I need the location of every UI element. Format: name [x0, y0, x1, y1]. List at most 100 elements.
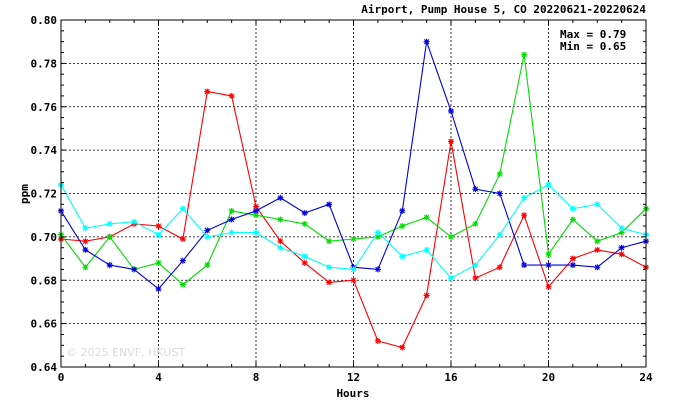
- y-tick-label: 0.70: [31, 231, 58, 244]
- series-4-point: [131, 218, 138, 225]
- series-1-point: [374, 337, 381, 344]
- y-tick-label: 0.72: [31, 188, 58, 201]
- series-2-point: [374, 233, 381, 240]
- y-axis-label: ppm: [18, 184, 31, 204]
- series-3-point: [496, 190, 503, 197]
- series-3-point: [253, 207, 259, 214]
- series-4-point: [301, 253, 308, 260]
- series-2-point: [106, 233, 113, 240]
- series-4-point: [472, 262, 479, 269]
- x-tick-label: 0: [58, 371, 65, 384]
- series-3-point: [179, 257, 186, 264]
- series-1-point: [350, 277, 357, 284]
- series-4-point: [155, 231, 162, 238]
- series-3-point: [204, 227, 211, 234]
- series-1-point: [569, 255, 576, 262]
- series-4-point: [545, 181, 552, 188]
- series-4-point: [423, 246, 430, 253]
- series-2-point: [277, 216, 284, 223]
- series-4-point: [496, 231, 503, 238]
- grid-lines: [61, 20, 646, 367]
- x-tick-label: 24: [639, 371, 653, 384]
- series-3-point: [301, 210, 308, 217]
- x-tick-label: 12: [347, 371, 360, 384]
- series-2-point: [472, 220, 479, 227]
- tick-layer: 0 4 8 12 16 20 24 0.64 0.66 0.68 0.70 0.72 0.74 0.76 0…: [31, 14, 653, 384]
- series-4-point: [106, 220, 113, 227]
- series-3-point: [228, 216, 235, 223]
- series-4-point: [448, 275, 454, 282]
- series-4-point: [350, 266, 357, 273]
- series-4-point: [326, 264, 333, 271]
- series-4-point: [204, 233, 211, 240]
- series-2-point: [301, 220, 308, 227]
- series-2-point: [594, 238, 601, 245]
- series-3-point: [448, 108, 454, 115]
- x-axis-label: Hours: [336, 387, 369, 400]
- series-1-point: [179, 236, 186, 243]
- series-4-point: [618, 225, 625, 232]
- series-1-point: [82, 238, 89, 245]
- series-4-point: [277, 244, 284, 251]
- series-1-point: [228, 92, 235, 99]
- series-1-point: [301, 259, 308, 266]
- series-4-point: [179, 205, 186, 212]
- series-3-point: [131, 266, 138, 273]
- series-1-point: [204, 88, 211, 95]
- series-2-point: [521, 51, 528, 58]
- series-1-point: [594, 246, 601, 253]
- series-4-point: [521, 194, 528, 201]
- x-tick-label: 20: [542, 371, 555, 384]
- series-4-point: [569, 205, 576, 212]
- series-3-point: [423, 38, 430, 45]
- x-tick-label: 4: [155, 371, 162, 384]
- series-3-point: [569, 262, 576, 269]
- series-3-point: [82, 246, 89, 253]
- series-2-point: [545, 251, 552, 258]
- series-3-point: [374, 266, 381, 273]
- series-2-point: [618, 229, 625, 236]
- series-2-point: [326, 238, 333, 245]
- series-1-point: [326, 279, 333, 286]
- series-1-point: [496, 264, 503, 271]
- y-tick-label: 0.64: [31, 361, 58, 374]
- y-tick-label: 0.68: [31, 274, 58, 287]
- series-3-point: [106, 262, 113, 269]
- series-2-point: [423, 214, 430, 221]
- y-tick-label: 0.66: [31, 318, 58, 331]
- series-3-point: [399, 207, 406, 214]
- y-tick-label: 0.80: [31, 14, 58, 27]
- series-3-point: [521, 262, 528, 269]
- series-1-point: [155, 223, 162, 230]
- y-tick-label: 0.76: [31, 101, 58, 114]
- series-3-point: [277, 194, 284, 201]
- series-2-point: [204, 262, 211, 269]
- series-4-point: [82, 225, 89, 232]
- series-2-point: [228, 207, 235, 214]
- series-1-point: [277, 238, 284, 245]
- series-2-point: [155, 259, 162, 266]
- series-3-point: [618, 244, 625, 251]
- series-2: [58, 51, 649, 288]
- series-2-point: [496, 170, 503, 177]
- series-2-point: [399, 223, 406, 230]
- x-tick-label: 16: [444, 371, 458, 384]
- series-1-point: [521, 212, 528, 219]
- series-4-point: [399, 253, 406, 260]
- series-1-point: [618, 251, 625, 258]
- series-2-point: [253, 212, 259, 219]
- series-3-point: [545, 262, 552, 269]
- series-layer: [58, 38, 649, 351]
- series-3-point: [326, 201, 333, 208]
- series-3-point: [155, 285, 162, 292]
- min-label: Min = 0.65: [560, 40, 626, 53]
- series-2-point: [179, 281, 186, 288]
- series-2-point: [569, 216, 576, 223]
- series-1-point: [423, 292, 430, 299]
- series-1-point: [399, 344, 406, 351]
- series-3-point: [594, 264, 601, 271]
- y-tick-label: 0.78: [31, 57, 58, 70]
- series-4: [58, 181, 649, 282]
- y-tick-label: 0.74: [31, 144, 58, 157]
